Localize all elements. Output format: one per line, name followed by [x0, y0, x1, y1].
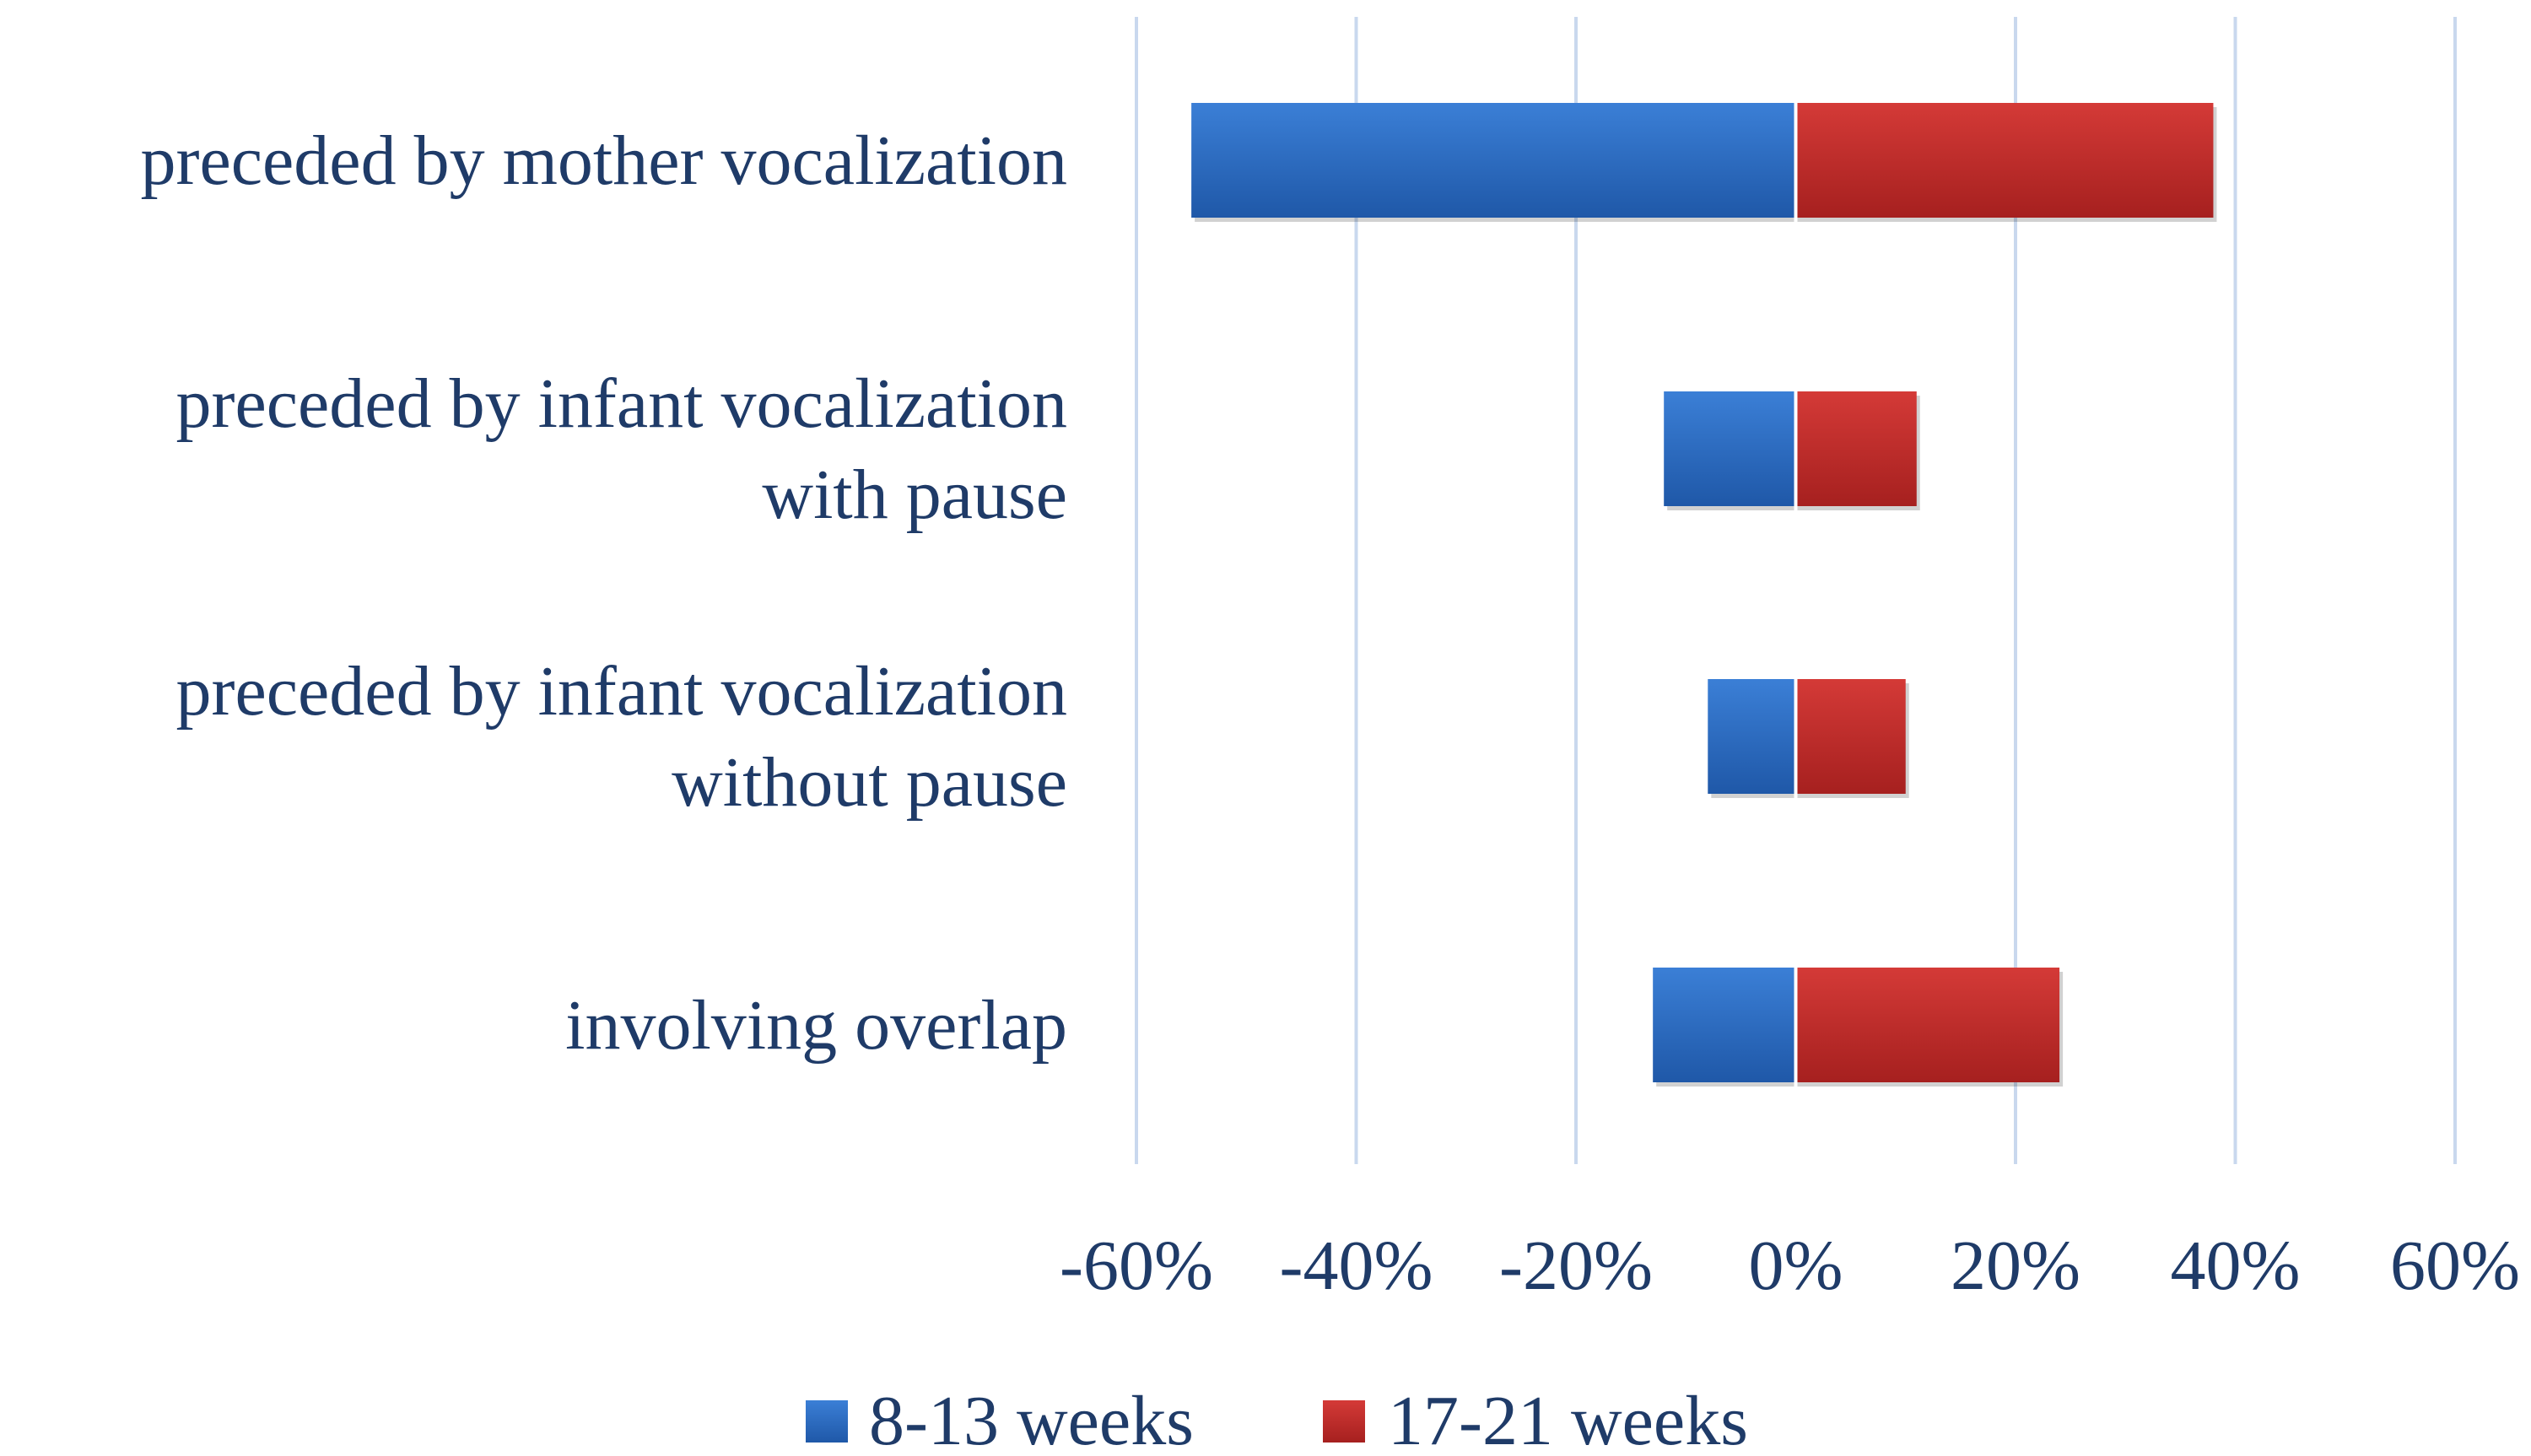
category-label: without pause	[672, 743, 1067, 822]
category-labels: preceded by mother vocalization preceded …	[140, 121, 1067, 1065]
x-tick-label: -20%	[1499, 1227, 1653, 1305]
x-axis-tick-labels: -60% -40% -20% 0% 20% 40% 60%	[1060, 1227, 2520, 1305]
category-label: involving overlap	[565, 986, 1067, 1065]
bar-series-2	[1795, 679, 1906, 794]
x-tick-label: -40%	[1280, 1227, 1433, 1305]
category-label: preceded by mother vocalization	[140, 121, 1067, 200]
bar-series-2	[1795, 103, 2214, 218]
x-tick-label: 0%	[1749, 1227, 1843, 1305]
bar-series-1	[1664, 391, 1796, 506]
x-tick-label: 60%	[2390, 1227, 2520, 1305]
bar-series-1	[1708, 679, 1796, 794]
legend: 8-13 weeks 17-21 weeks	[806, 1382, 1748, 1456]
x-tick-label: 20%	[1951, 1227, 2080, 1305]
x-tick-label: -60%	[1060, 1227, 1213, 1305]
bar-series-1	[1653, 968, 1796, 1082]
legend-swatch	[1323, 1400, 1365, 1443]
category-label: preceded by infant vocalization	[175, 652, 1067, 731]
bar-series-1	[1191, 103, 1796, 218]
category-label: with pause	[762, 456, 1067, 534]
legend-swatch	[806, 1400, 848, 1443]
x-tick-label: 40%	[2171, 1227, 2301, 1305]
bar-series-2	[1795, 391, 1917, 506]
legend-label: 8-13 weeks	[869, 1382, 1194, 1456]
bars	[1191, 17, 2217, 1164]
bar-series-2	[1795, 968, 2060, 1082]
legend-label: 17-21 weeks	[1388, 1382, 1748, 1456]
category-label: preceded by infant vocalization	[175, 364, 1067, 443]
